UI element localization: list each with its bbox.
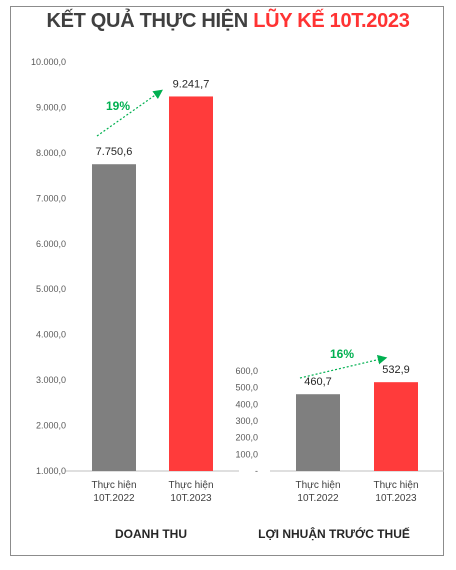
revenue-ytick-label: 6.000,0 xyxy=(36,239,66,249)
revenue-category-label: 10T.2023 xyxy=(170,493,212,504)
revenue-category-label: 10T.2022 xyxy=(93,493,135,504)
revenue-ytick-label: 10.000,0 xyxy=(31,57,66,67)
profit-group-label: LỢI NHUẬN TRƯỚC THUẾ xyxy=(258,526,410,541)
profit-ytick-label: 400,0 xyxy=(235,399,258,409)
profit-growth-arrow xyxy=(299,354,388,379)
revenue-bar xyxy=(169,96,213,472)
page-title: KẾT QUẢ THỰC HIỆN LŨY KẾ 10T.2023 xyxy=(0,10,456,33)
profit-ytick-label: - xyxy=(255,466,258,476)
profit-ytick-label: 600,0 xyxy=(235,366,258,376)
profit-ytick-label: 300,0 xyxy=(235,416,258,426)
title-main: KẾT QUẢ THỰC HIỆN xyxy=(46,10,248,32)
revenue-group-label: DOANH THU xyxy=(115,527,187,541)
profit-value-label: 460,7 xyxy=(304,376,332,388)
profit-ytick-label: 100,0 xyxy=(235,449,258,459)
revenue-ytick-label: 1.000,0 xyxy=(36,466,66,476)
revenue-growth-label: 19% xyxy=(106,99,130,113)
revenue-growth-arrow xyxy=(96,89,163,137)
profit-ytick-label: 500,0 xyxy=(235,383,258,393)
revenue-category-label: Thực hiện xyxy=(91,480,136,491)
profit-bar xyxy=(374,382,418,471)
profit-value-label: 532,9 xyxy=(382,364,410,376)
revenue-ytick-label: 2.000,0 xyxy=(36,421,66,431)
revenue-ytick-label: 8.000,0 xyxy=(36,148,66,158)
profit-category-label: 10T.2023 xyxy=(375,493,417,504)
revenue-ytick-label: 4.000,0 xyxy=(36,330,66,340)
profit-ytick-label: 200,0 xyxy=(235,433,258,443)
profit-category-label: 10T.2022 xyxy=(297,493,339,504)
title-highlight: LŨY KẾ 10T.2023 xyxy=(253,10,410,32)
revenue-category-label: Thực hiện xyxy=(168,480,213,491)
revenue-ytick-label: 5.000,0 xyxy=(36,284,66,294)
revenue-value-label: 7.750,6 xyxy=(96,146,133,158)
revenue-ytick-label: 7.000,0 xyxy=(36,193,66,203)
profit-category-label: Thực hiện xyxy=(295,480,340,491)
revenue-value-label: 9.241,7 xyxy=(173,78,210,90)
revenue-ytick-label: 3.000,0 xyxy=(36,375,66,385)
revenue-ytick-label: 9.000,0 xyxy=(36,102,66,112)
profit-category-label: Thực hiện xyxy=(373,480,418,491)
profit-bar xyxy=(296,394,340,471)
revenue-bar xyxy=(92,164,136,472)
profit-growth-label: 16% xyxy=(330,347,354,361)
chart-frame xyxy=(10,6,444,556)
